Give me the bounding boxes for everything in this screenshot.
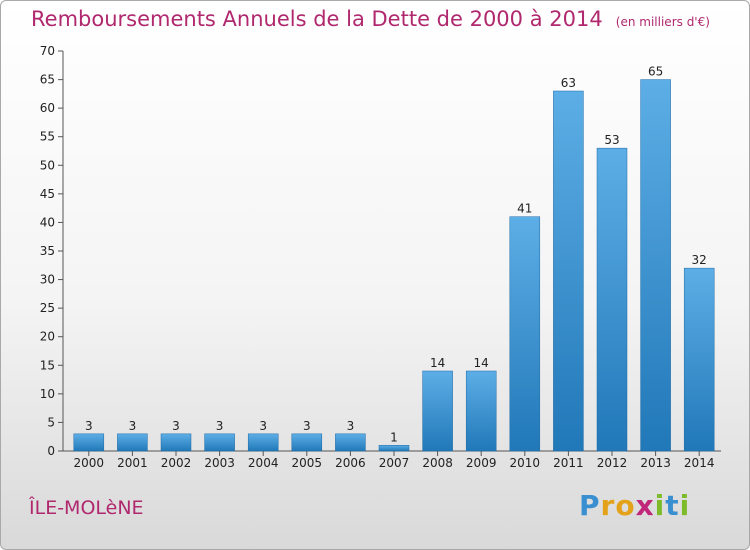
bar [247, 433, 279, 452]
y-tick-label: 25 [40, 301, 55, 315]
bar [509, 216, 541, 452]
brand-letter: i [654, 489, 666, 522]
commune-name: ÎLE-MOLèNE [29, 497, 144, 519]
x-tick-label: 2009 [466, 456, 497, 470]
x-tick-label: 2008 [422, 456, 453, 470]
data-label: 41 [517, 202, 532, 216]
x-tick-label: 2011 [553, 456, 584, 470]
x-tick-label: 2003 [204, 456, 235, 470]
y-tick-label: 30 [40, 273, 55, 287]
y-tick-label: 55 [40, 130, 55, 144]
bar [335, 433, 366, 452]
y-tick-label: 45 [40, 187, 55, 201]
y-tick-label: 20 [40, 330, 55, 344]
chart-title: Remboursements Annuels de la Dette de 20… [31, 7, 603, 31]
data-label: 63 [561, 76, 576, 90]
x-tick-label: 2006 [335, 456, 366, 470]
x-tick-label: 2012 [597, 456, 628, 470]
bar [73, 433, 105, 452]
bar [291, 433, 323, 452]
brand-logo: Proxiti [579, 489, 690, 522]
title-row: Remboursements Annuels de la Dette de 20… [31, 7, 710, 31]
data-label: 3 [85, 419, 93, 433]
x-tick-label: 2010 [510, 456, 541, 470]
bar [553, 90, 584, 452]
chart-subtitle: (en milliers d'€) [615, 15, 710, 29]
axes: 0 5 10 15 20 25 30 35 40 45 50 55 60 65 70 [40, 44, 721, 458]
data-label: 14 [430, 356, 445, 370]
data-label: 3 [347, 419, 355, 433]
data-label: 1 [390, 430, 398, 444]
x-tick-label: 2007 [379, 456, 410, 470]
data-label: 14 [474, 356, 489, 370]
bar [683, 267, 715, 452]
bar [596, 147, 628, 452]
brand-letter: i [679, 489, 691, 522]
bar [640, 79, 671, 452]
x-tick-label: 2014 [684, 456, 715, 470]
brand-letter: r [600, 489, 616, 522]
brand-letter: o [615, 489, 636, 522]
bar [378, 445, 410, 452]
y-tick-label: 5 [47, 415, 55, 429]
y-tick-label: 15 [40, 358, 55, 372]
brand-letter: P [579, 489, 601, 522]
y-tick-label: 50 [40, 158, 55, 172]
x-tick-label: 2000 [74, 456, 105, 470]
data-label: 3 [172, 419, 180, 433]
data-label: 65 [648, 65, 663, 79]
y-tick-label: 0 [47, 444, 55, 458]
brand-letter: t [665, 489, 680, 522]
data-label: 3 [259, 419, 267, 433]
y-tick-label: 10 [40, 387, 55, 401]
bar [204, 433, 235, 452]
x-tick-label: 2002 [161, 456, 192, 470]
data-label: 3 [129, 419, 137, 433]
data-label: 3 [216, 419, 224, 433]
x-tick-label: 2004 [248, 456, 279, 470]
bars [73, 79, 715, 452]
bar [422, 370, 453, 452]
data-label: 32 [692, 253, 707, 267]
y-tick-label: 65 [40, 73, 55, 87]
bar [117, 433, 148, 452]
brand-letter: x [635, 489, 655, 522]
bar [465, 370, 497, 452]
y-tick-label: 60 [40, 101, 55, 115]
y-tick-label: 40 [40, 215, 55, 229]
x-tick-label: 2001 [117, 456, 148, 470]
bar [160, 433, 192, 452]
y-tick-label: 35 [40, 244, 55, 258]
y-tick-label: 70 [40, 44, 55, 58]
labels: 2000 3 2001 3 2002 3 2003 3 2004 3 2005 3 2006 3 2007 1… [74, 65, 715, 470]
x-tick-label: 2013 [640, 456, 671, 470]
x-tick-label: 2005 [292, 456, 323, 470]
data-label: 53 [604, 133, 619, 147]
data-label: 3 [303, 419, 311, 433]
